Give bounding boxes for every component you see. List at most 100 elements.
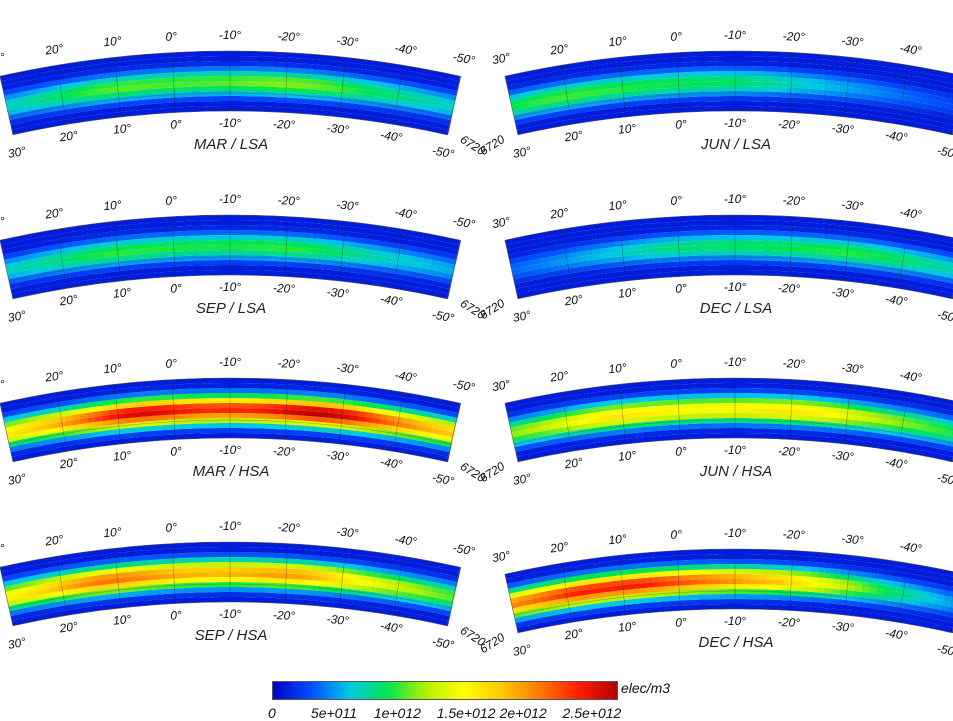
density-cell bbox=[168, 384, 177, 389]
density-cell bbox=[705, 250, 713, 255]
density-cell bbox=[291, 58, 300, 64]
density-cell bbox=[826, 397, 835, 403]
density-cell bbox=[689, 384, 698, 389]
density-cell bbox=[116, 567, 125, 573]
density-cell bbox=[306, 555, 315, 561]
density-cell bbox=[779, 429, 787, 434]
density-cell bbox=[647, 268, 656, 274]
density-cell bbox=[222, 557, 231, 562]
inner-latitude-tick-label: 0° bbox=[170, 444, 182, 459]
density-cell bbox=[252, 81, 261, 86]
density-cell bbox=[245, 61, 254, 66]
density-cell bbox=[267, 419, 276, 424]
density-cell bbox=[141, 263, 150, 269]
density-cell bbox=[697, 66, 706, 71]
density-cell bbox=[630, 245, 639, 251]
density-cell bbox=[765, 81, 774, 86]
density-cell bbox=[667, 73, 676, 79]
density-cell bbox=[690, 256, 699, 261]
density-cell bbox=[758, 378, 767, 383]
density-cell bbox=[819, 386, 828, 392]
density-cell bbox=[281, 598, 289, 603]
density-cell bbox=[735, 106, 743, 111]
inner-latitude-tick-label: -50° bbox=[936, 470, 953, 488]
outer-latitude-tick-label: 0° bbox=[670, 356, 682, 371]
density-cell bbox=[787, 97, 796, 102]
density-cell bbox=[658, 58, 667, 64]
density-cell bbox=[223, 86, 231, 91]
density-cell bbox=[643, 386, 652, 392]
density-cell bbox=[299, 63, 308, 69]
density-cell bbox=[750, 250, 758, 255]
density-cell bbox=[788, 226, 797, 231]
density-cell bbox=[802, 252, 811, 258]
density-cell bbox=[727, 378, 736, 383]
inner-latitude-tick-label: -10° bbox=[219, 280, 241, 294]
density-cell bbox=[305, 570, 314, 576]
density-cell bbox=[230, 230, 239, 235]
density-cell bbox=[259, 433, 267, 438]
density-cell bbox=[185, 236, 194, 241]
density-cell bbox=[652, 248, 661, 254]
density-cell bbox=[177, 246, 186, 251]
density-cell bbox=[698, 265, 706, 270]
density-cell bbox=[681, 389, 690, 394]
density-cell bbox=[779, 434, 787, 439]
density-cell bbox=[260, 567, 269, 572]
density-cell bbox=[683, 266, 691, 271]
density-cell bbox=[289, 430, 298, 436]
density-cell bbox=[276, 57, 285, 62]
density-cell bbox=[312, 253, 321, 259]
density-cell bbox=[176, 52, 185, 57]
density-cell bbox=[261, 542, 270, 547]
density-cell bbox=[772, 429, 780, 434]
density-cell bbox=[773, 399, 782, 404]
density-cell bbox=[636, 70, 645, 76]
density-cell bbox=[208, 96, 216, 101]
density-cell bbox=[780, 399, 789, 404]
density-cell bbox=[170, 414, 179, 419]
density-cell bbox=[758, 403, 767, 408]
density-cell bbox=[651, 233, 660, 239]
density-cell bbox=[237, 428, 245, 433]
density-cell bbox=[637, 85, 646, 91]
density-cell bbox=[328, 71, 337, 77]
density-cell bbox=[245, 547, 254, 552]
density-cell bbox=[223, 433, 231, 438]
density-cell bbox=[750, 71, 759, 76]
density-cell bbox=[704, 378, 713, 383]
density-cell bbox=[804, 385, 813, 391]
density-cell bbox=[296, 272, 305, 278]
density-cell bbox=[124, 240, 133, 246]
density-cell bbox=[735, 398, 743, 403]
density-cell bbox=[274, 593, 282, 598]
density-cell bbox=[222, 235, 230, 240]
density-cell bbox=[260, 76, 269, 81]
density-cell bbox=[267, 92, 276, 97]
density-cell bbox=[201, 428, 209, 433]
density-cell bbox=[200, 245, 209, 250]
density-cell bbox=[200, 408, 209, 413]
density-cell bbox=[160, 217, 169, 223]
density-cell bbox=[794, 267, 803, 273]
density-cell bbox=[735, 413, 743, 418]
density-cell bbox=[683, 102, 691, 107]
density-cell bbox=[268, 568, 277, 573]
density-cell bbox=[757, 265, 765, 270]
density-cell bbox=[727, 403, 735, 408]
density-cell bbox=[669, 108, 677, 113]
density-cell bbox=[118, 91, 127, 97]
density-cell bbox=[157, 435, 166, 441]
density-cell bbox=[268, 221, 277, 226]
density-cell bbox=[683, 97, 691, 102]
density-cell bbox=[698, 250, 707, 255]
density-cell bbox=[297, 420, 306, 426]
density-cell bbox=[297, 93, 306, 99]
density-cell bbox=[825, 402, 834, 408]
density-cell bbox=[283, 67, 292, 72]
density-cell bbox=[238, 562, 247, 567]
density-cell bbox=[192, 393, 201, 398]
density-cell bbox=[728, 255, 736, 260]
density-cell bbox=[764, 428, 772, 433]
density-cell bbox=[289, 98, 298, 104]
